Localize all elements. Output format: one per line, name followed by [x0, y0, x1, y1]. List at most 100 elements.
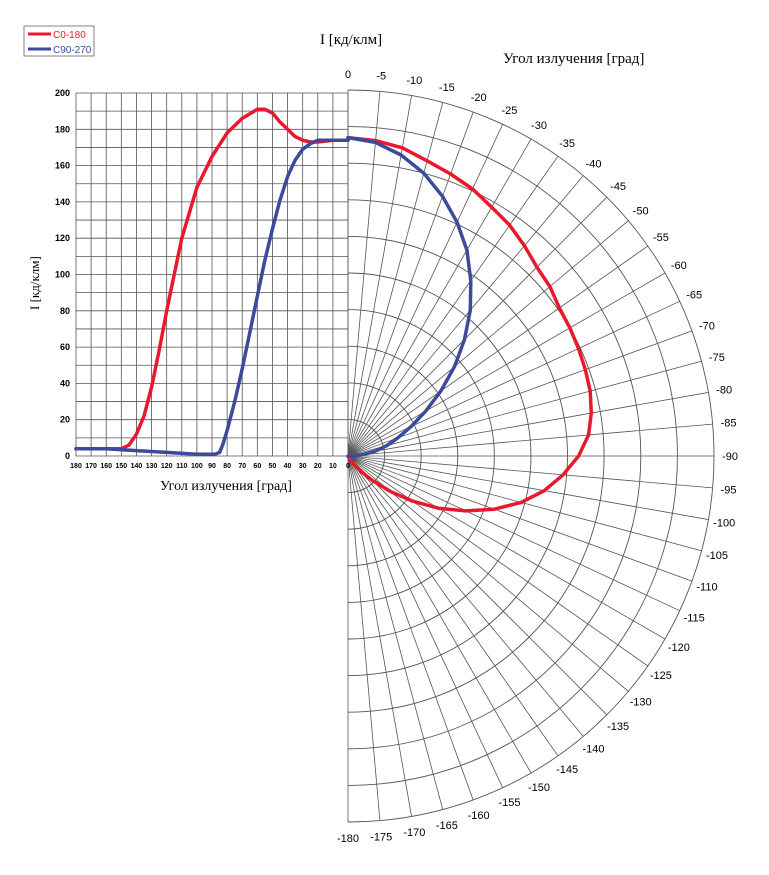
polar-angle-label: -65 — [686, 290, 702, 302]
polar-angle-label: -180 — [337, 833, 359, 845]
polar-radial-line — [347, 196, 608, 457]
y-tick-label: 140 — [55, 197, 70, 207]
polar-angle-label: -145 — [556, 764, 578, 776]
series-c90-270-cartesian-line — [74, 138, 350, 456]
legend-label-c0-180: C0-180 — [53, 30, 86, 41]
y-axis-title: I [кд/клм] — [27, 256, 42, 310]
x-axis-title: Угол излучения [град] — [160, 479, 292, 494]
x-tick-label: 20 — [314, 463, 322, 470]
polar-radial-line — [347, 124, 504, 457]
polar-radial-line — [347, 175, 584, 457]
y-tick-label: 120 — [55, 233, 70, 243]
polar-angle-label: -5 — [376, 70, 386, 82]
polar-radial-line — [347, 423, 713, 457]
series-c90-270-polar-line — [346, 135, 473, 458]
polar-angle-label: -40 — [586, 158, 602, 170]
x-tick-label: 40 — [284, 463, 292, 470]
legend: C0-180 C90-270 — [23, 25, 95, 57]
polar-angle-label: -140 — [583, 744, 605, 756]
x-tick-label: 140 — [131, 463, 143, 470]
polar-angle-label: -55 — [653, 232, 669, 244]
polar-radial-line — [347, 155, 559, 457]
x-tick-label: 170 — [85, 463, 97, 470]
polar-radial-line — [347, 220, 629, 457]
polar-intensity-title: I [кд/клм] — [320, 32, 382, 48]
polar-radial-line — [347, 245, 649, 457]
x-tick-label: 0 — [346, 463, 350, 470]
polar-angle-label: -115 — [684, 612, 705, 624]
x-tick-label: 180 — [70, 463, 82, 470]
polar-angle-label: -170 — [403, 827, 425, 839]
x-tick-label: 100 — [191, 463, 203, 470]
polar-angle-label: -45 — [610, 181, 626, 193]
polar-angle-label: -125 — [650, 670, 672, 682]
polar-radial-line — [347, 455, 412, 817]
x-tick-label: 110 — [176, 463, 187, 470]
y-tick-label: 20 — [60, 415, 70, 425]
polar-radial-line — [347, 455, 559, 757]
polar-angle-label: -150 — [528, 782, 550, 794]
x-tick-label: 50 — [269, 463, 277, 470]
y-tick-label: 180 — [55, 124, 70, 134]
y-tick-label: 100 — [55, 270, 70, 280]
polar-radial-line — [347, 455, 381, 821]
polar-radial-line — [347, 330, 693, 457]
polar-radial-line — [347, 455, 504, 788]
polar-radial-line — [347, 455, 532, 774]
y-tick-label: 60 — [60, 342, 70, 352]
polar-radial-line — [347, 455, 713, 489]
x-tick-label: 160 — [100, 463, 112, 470]
polar-radial-line — [347, 300, 680, 457]
legend-label-c90-270: C90-270 — [53, 45, 92, 56]
series-c0-180-cartesian-line — [74, 107, 350, 451]
polar-angle-label: -120 — [668, 642, 690, 654]
polar-angle-label: -25 — [501, 105, 517, 117]
polar-radial-line — [347, 455, 649, 667]
curves — [74, 107, 594, 513]
polar-radial-line — [347, 455, 709, 520]
polar-radial-line — [347, 455, 584, 737]
legend-box — [23, 25, 95, 57]
polar-angle-label: -100 — [713, 517, 735, 529]
polar-angle-label: -10 — [406, 75, 422, 87]
polar-angle-label: -135 — [607, 721, 629, 733]
polar-radial-line — [347, 138, 532, 457]
polar-angle-label: -110 — [696, 582, 717, 594]
x-tick-label: 10 — [329, 463, 337, 470]
x-tick-label: 120 — [161, 463, 173, 470]
polar-angle-label: -90 — [722, 451, 738, 463]
polar-angle-label: -175 — [370, 832, 392, 844]
polar-radial-line — [347, 360, 702, 457]
polar-angle-label: -105 — [706, 550, 728, 562]
x-tick-label: 60 — [253, 463, 261, 470]
x-tick-label: 130 — [146, 463, 158, 470]
y-tick-label: 200 — [55, 88, 70, 98]
x-tick-label: 150 — [115, 463, 127, 470]
polar-radial-line — [347, 272, 666, 457]
polar-radial-line — [347, 455, 666, 640]
y-tick-label: 80 — [60, 306, 70, 316]
x-tick-label: 30 — [299, 463, 307, 470]
polar-radial-line — [347, 455, 693, 582]
polar-angle-label: -165 — [436, 820, 458, 832]
grid — [75, 89, 715, 823]
polar-radial-line — [347, 455, 680, 612]
polar-angle-label: -60 — [671, 260, 687, 272]
polar-angle-label: -160 — [468, 810, 490, 822]
polar-radial-line — [347, 455, 474, 801]
polar-angle-label: -75 — [709, 352, 725, 364]
series-c0-180-polar-line — [346, 135, 594, 513]
polar-angle-label: -70 — [699, 320, 715, 332]
polar-radial-line — [347, 455, 702, 552]
polar-radial-line — [347, 392, 709, 457]
polar-radial-line — [347, 455, 608, 716]
x-tick-label: 90 — [208, 463, 216, 470]
angle-axis-title: Угол излучения [град] — [503, 51, 644, 67]
polar-angle-label: -95 — [721, 484, 737, 496]
polar-radial-line — [347, 102, 444, 457]
polar-radial-line — [347, 91, 381, 457]
x-tick-label: 70 — [238, 463, 246, 470]
polar-angle-label: -50 — [633, 205, 649, 217]
